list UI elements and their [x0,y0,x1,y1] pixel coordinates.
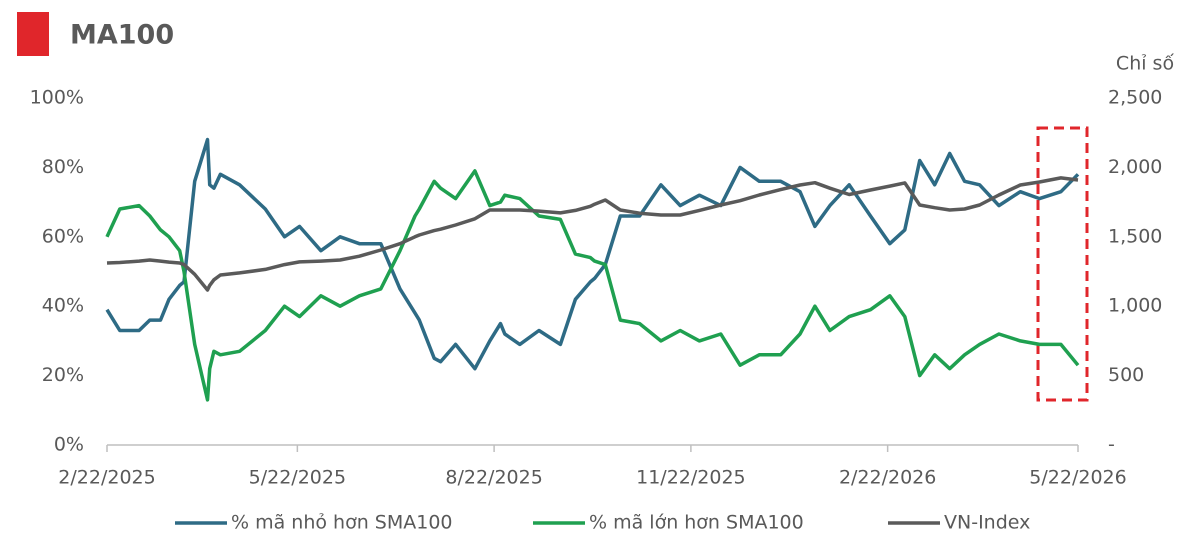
y2-axis-title: Chỉ số [1116,53,1175,75]
y-tick-label: 0% [54,434,84,456]
x-tick-label: 5/22/2025 [249,467,346,489]
y2-tick-label: 2,500 [1108,87,1162,109]
x-tick-label: 5/22/2026 [1029,467,1126,489]
chart-title: MA100 [70,20,174,51]
series-line [106,176,1079,292]
y2-tick-label: 2,000 [1108,156,1162,178]
legend-label: VN-Index [944,512,1030,534]
legend-label: % mã nhỏ hơn SMA100 [231,512,453,534]
series-line [105,169,1080,402]
y-tick-label: 40% [42,295,84,317]
x-tick-label: 11/22/2025 [636,467,746,489]
highlight-box [1036,126,1089,402]
x-tick-label: 8/22/2025 [445,467,542,489]
x-tick-label: 2/22/2026 [839,467,936,489]
y-tick-label: 60% [42,225,84,247]
y-tick-label: 80% [42,156,84,178]
y-tick-label: 100% [30,87,84,109]
title-marker [17,12,49,56]
y-tick-label: 20% [42,364,84,386]
series-line [105,137,1080,371]
y2-tick-label: 1,500 [1108,225,1162,247]
y2-tick-label: - [1108,434,1115,456]
y2-tick-label: 500 [1108,364,1144,386]
x-tick-label: 2/22/2025 [58,467,155,489]
legend-label: % mã lớn hơn SMA100 [589,512,804,534]
y2-tick-label: 1,000 [1108,295,1162,317]
